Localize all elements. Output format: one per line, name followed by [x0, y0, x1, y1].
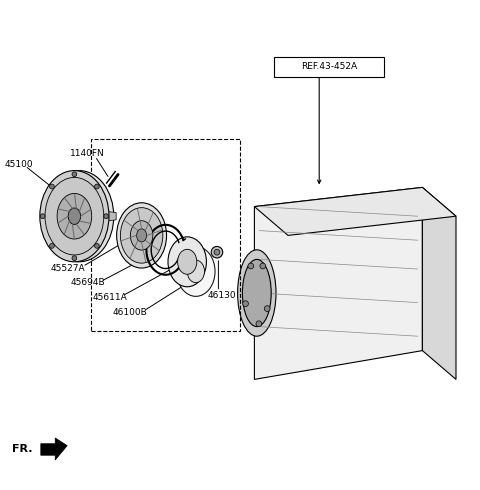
- Bar: [91, 139, 240, 331]
- Text: 45527A: 45527A: [50, 264, 85, 272]
- Text: 45611A: 45611A: [92, 293, 127, 302]
- Ellipse shape: [187, 260, 204, 283]
- Polygon shape: [254, 187, 456, 235]
- Ellipse shape: [177, 246, 215, 296]
- Circle shape: [256, 321, 262, 327]
- Ellipse shape: [238, 250, 276, 336]
- Ellipse shape: [242, 259, 271, 327]
- Ellipse shape: [45, 171, 114, 262]
- Circle shape: [49, 184, 54, 189]
- Text: 46130: 46130: [208, 291, 237, 300]
- Text: 46100B: 46100B: [113, 308, 147, 317]
- Circle shape: [72, 256, 77, 261]
- Circle shape: [260, 263, 266, 269]
- Text: 45694B: 45694B: [71, 278, 106, 288]
- Circle shape: [95, 244, 99, 248]
- Ellipse shape: [117, 203, 167, 268]
- Ellipse shape: [137, 229, 146, 242]
- Ellipse shape: [178, 249, 197, 274]
- Circle shape: [72, 172, 77, 177]
- Ellipse shape: [120, 208, 163, 263]
- Circle shape: [248, 263, 254, 269]
- Circle shape: [214, 249, 220, 255]
- Ellipse shape: [131, 220, 153, 250]
- Circle shape: [211, 246, 223, 258]
- Circle shape: [104, 214, 108, 219]
- Ellipse shape: [57, 194, 92, 239]
- Circle shape: [49, 244, 54, 248]
- Ellipse shape: [68, 208, 81, 224]
- Polygon shape: [41, 438, 67, 460]
- Text: FR.: FR.: [12, 444, 33, 454]
- Circle shape: [95, 184, 99, 189]
- Text: REF.43-452A: REF.43-452A: [301, 62, 357, 71]
- Ellipse shape: [40, 171, 109, 262]
- Polygon shape: [422, 187, 456, 379]
- Ellipse shape: [168, 237, 206, 287]
- Text: 45100: 45100: [5, 160, 34, 169]
- Circle shape: [243, 301, 249, 307]
- Text: 1140FN: 1140FN: [70, 149, 104, 158]
- Circle shape: [264, 306, 270, 312]
- Ellipse shape: [45, 177, 104, 255]
- FancyBboxPatch shape: [274, 57, 384, 77]
- Polygon shape: [108, 212, 116, 221]
- Circle shape: [40, 214, 45, 219]
- Polygon shape: [254, 187, 422, 379]
